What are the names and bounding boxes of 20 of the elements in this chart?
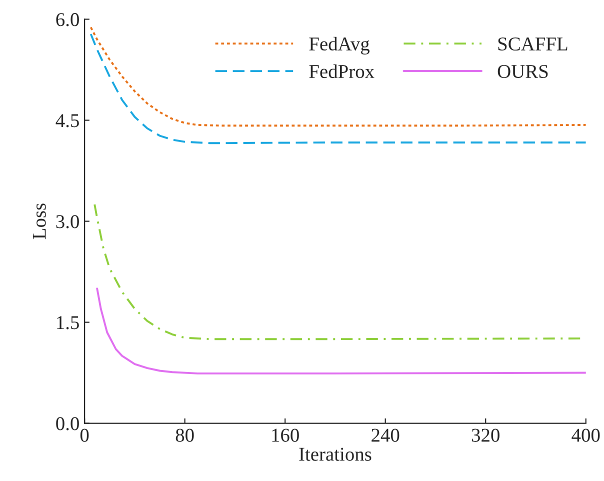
x-tick-label: 160	[272, 428, 299, 442]
x-axis-title: Iterations	[299, 448, 372, 461]
legend-label: OURS	[498, 64, 548, 78]
x-tick-label: 240	[372, 428, 400, 442]
x-tick-label: 320	[472, 428, 500, 442]
y-tick-label: 3.0	[56, 215, 79, 228]
y-axis-title: Loss	[32, 204, 46, 240]
y-tick-label: 1.5	[57, 316, 79, 330]
line-series	[96, 288, 586, 374]
y-tick-label: 0.0	[56, 417, 79, 430]
x-tick-label: 400	[572, 428, 600, 442]
line-series	[90, 33, 586, 144]
line-series	[90, 26, 586, 127]
y-tick-label: 4.5	[56, 114, 79, 128]
x-tick-label: 80	[176, 428, 194, 442]
legend-label: FedProx	[309, 64, 374, 78]
y-tick-label: 6.0	[56, 13, 79, 26]
legend-label: FedAvg	[309, 36, 370, 55]
legend-label: SCAFFL	[498, 37, 568, 51]
x-tick-label: 0	[80, 428, 89, 442]
